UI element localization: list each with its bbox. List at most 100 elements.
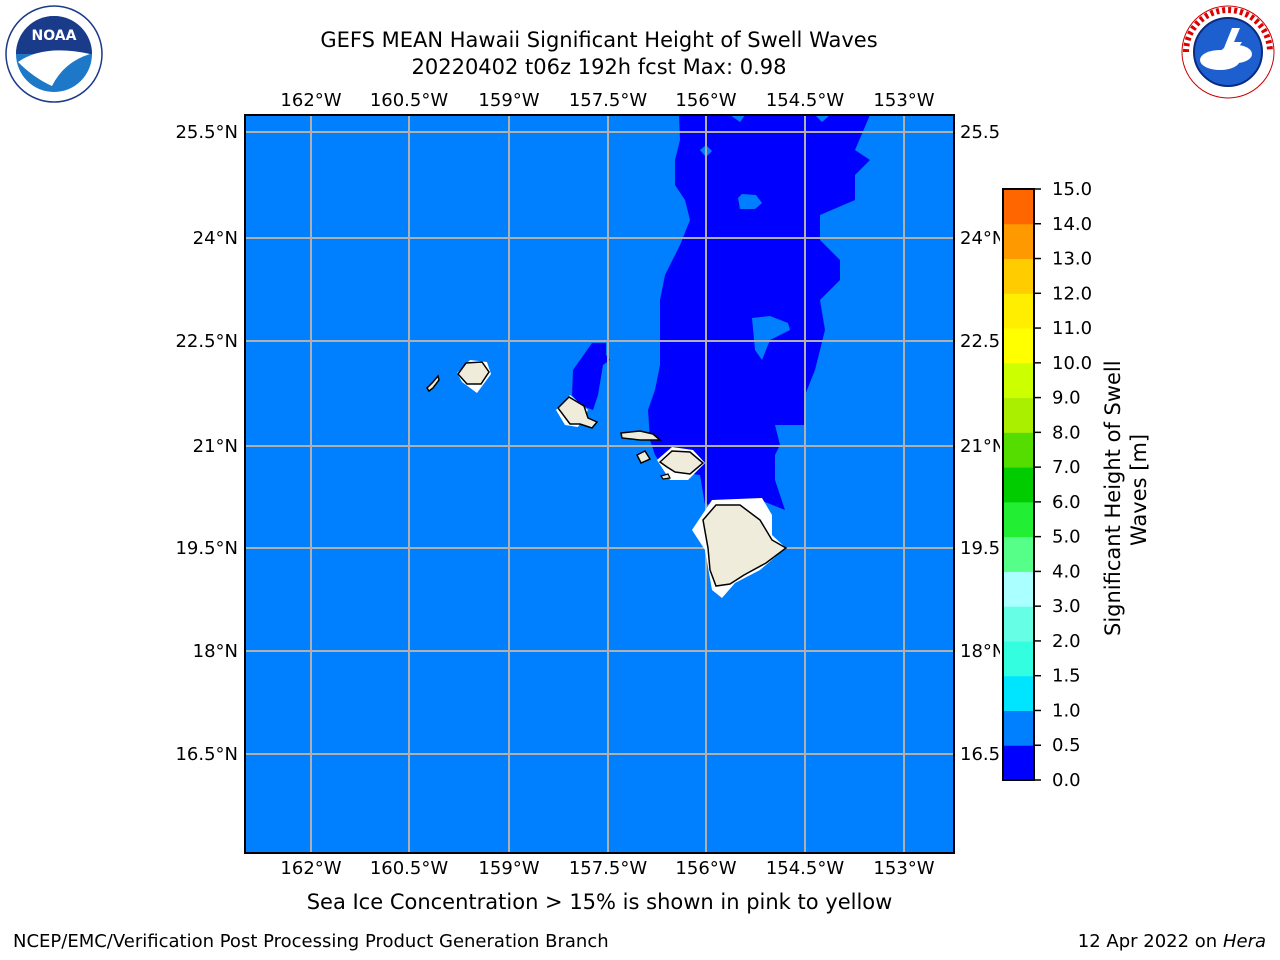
lanai-island <box>635 450 652 464</box>
lon-label-top: 153°W <box>873 90 934 111</box>
colorbar-cell <box>1003 258 1034 294</box>
lat-label-right: 18°N <box>960 641 1000 662</box>
islands <box>426 360 788 598</box>
niihau-island <box>426 374 440 393</box>
colorbar-tick-label: 5.0 <box>1052 527 1081 548</box>
lon-label-bottom: 160.5°W <box>370 858 449 879</box>
footer-date: 12 Apr 2022 on Hera <box>1078 931 1266 952</box>
noaa-logo-text: NOAA <box>32 28 77 44</box>
kahoolawe-island <box>660 473 671 480</box>
colorbar-tick-label: 3.0 <box>1052 596 1081 617</box>
lon-label-bottom: 157.5°W <box>569 858 648 879</box>
colorbar-tick-label: 8.0 <box>1052 422 1081 443</box>
footer-date-text: 12 Apr 2022 on <box>1077 931 1223 952</box>
colorbar-tick-label: 0.5 <box>1052 735 1081 756</box>
lat-label-right: 24°N <box>960 228 1000 249</box>
lon-label-bottom: 154.5°W <box>766 858 845 879</box>
colorbar-tick-label: 4.0 <box>1052 561 1081 582</box>
footer-credit: NCEP/EMC/Verification Post Processing Pr… <box>13 931 609 952</box>
lat-label-right: 16.5°N <box>960 744 1000 765</box>
lon-label-top: 157.5°W <box>569 90 648 111</box>
colorbar-cell <box>1003 189 1034 225</box>
oahu-island <box>557 396 599 429</box>
lat-label-right: 22.5°N <box>960 331 1000 352</box>
kauai-island <box>457 361 490 385</box>
colorbar-tick-label: 12.0 <box>1052 283 1092 304</box>
swell-band-0.5-1.0 <box>245 115 954 853</box>
lon-label-bottom: 156°W <box>675 858 736 879</box>
footer-host: Hera <box>1222 931 1266 952</box>
lat-label-right: 21°N <box>960 436 1000 457</box>
lon-label-bottom: 159°W <box>478 858 539 879</box>
colorbar-tick-label: 13.0 <box>1052 249 1092 270</box>
colorbar-cell <box>1003 571 1034 607</box>
lat-label-right: 19.5°N <box>960 538 1000 559</box>
lat-label-left: 24°N <box>193 228 238 249</box>
colorbar-cells <box>1003 189 1034 781</box>
graticule <box>245 115 954 853</box>
lat-label-left: 22.5°N <box>175 331 238 352</box>
colorbar-tick-label: 1.0 <box>1052 700 1081 721</box>
colorbar: 15.0 14.0 13.0 12.0 11.0 10.0 9.0 8.0 7.0 6.0 5.0 4… <box>1000 180 1180 792</box>
map-frame <box>244 114 955 854</box>
colorbar-ticks: 15.0 14.0 13.0 12.0 11.0 10.0 9.0 8.0 7.0 6.0 5.0 4… <box>1034 180 1092 791</box>
lon-label-bottom: 162°W <box>280 858 341 879</box>
colorbar-cell <box>1003 397 1034 433</box>
molokai-island <box>620 430 663 441</box>
swell-map: 162°W 160.5°W 159°W 157.5°W 156°W 154.5°… <box>175 90 1000 879</box>
colorbar-cell <box>1003 432 1034 468</box>
colorbar-tick-label: 15.0 <box>1052 180 1092 200</box>
colorbar-tick-label: 7.0 <box>1052 457 1081 478</box>
hawaii-island <box>702 504 788 587</box>
colorbar-cell <box>1003 606 1034 642</box>
colorbar-tick-label: 14.0 <box>1052 214 1092 235</box>
colorbar-frame <box>1002 188 1035 781</box>
lon-label-top: 156°W <box>675 90 736 111</box>
lat-label-left: 21°N <box>193 436 238 457</box>
lat-label-right: 25.5°N <box>960 122 1000 143</box>
lon-label-top: 154.5°W <box>766 90 845 111</box>
colorbar-cell <box>1003 710 1034 746</box>
colorbar-cell <box>1003 536 1034 572</box>
colorbar-tick-label: 1.5 <box>1052 666 1081 687</box>
swell-notch-ne <box>815 115 830 122</box>
colorbar-label-line1: Significant Height of Swell <box>1101 360 1125 636</box>
colorbar-tick-label: 0.0 <box>1052 770 1081 791</box>
lon-label-top: 162°W <box>280 90 341 111</box>
maui-island <box>658 450 705 475</box>
colorbar-tick-label: 6.0 <box>1052 492 1081 513</box>
colorbar-cell <box>1003 223 1034 260</box>
colorbar-cell <box>1003 501 1034 538</box>
nws-logo-icon <box>1181 5 1275 99</box>
colorbar-label: Significant Height of Swell Waves [m] <box>1101 360 1151 636</box>
map-title: GEFS MEAN Hawaii Significant Height of S… <box>320 28 878 52</box>
map-field <box>245 115 954 853</box>
lat-label-left: 19.5°N <box>175 538 238 559</box>
lon-label-top: 160.5°W <box>370 90 449 111</box>
colorbar-tick-label: 10.0 <box>1052 353 1092 374</box>
lon-label-bottom: 153°W <box>873 858 934 879</box>
lat-label-left: 25.5°N <box>175 122 238 143</box>
swell-band-0.0-0.5-west <box>572 343 610 410</box>
sea-ice-note: Sea Ice Concentration > 15% is shown in … <box>306 890 893 914</box>
swell-patch-2 <box>738 194 762 209</box>
colorbar-tick-label: 11.0 <box>1052 318 1092 339</box>
colorbar-cell <box>1003 328 1034 364</box>
colorbar-cell <box>1003 640 1034 677</box>
colorbar-cell <box>1003 675 1034 711</box>
colorbar-tick-label: 2.0 <box>1052 631 1081 652</box>
colorbar-label-line2: Waves [m] <box>1127 434 1151 546</box>
lon-label-top: 159°W <box>478 90 539 111</box>
lat-label-left: 18°N <box>193 641 238 662</box>
swell-notch-north <box>730 115 745 122</box>
colorbar-cell <box>1003 293 1034 329</box>
colorbar-cell <box>1003 362 1034 399</box>
noaa-logo-icon: NOAA <box>5 5 103 103</box>
colorbar-tick-label: 9.0 <box>1052 388 1081 409</box>
swell-band-0.0-0.5 <box>648 115 870 510</box>
swell-patch-3 <box>752 316 790 360</box>
colorbar-cell <box>1003 745 1034 781</box>
lat-label-left: 16.5°N <box>175 744 238 765</box>
colorbar-cell <box>1003 467 1034 503</box>
map-subtitle: 20220402 t06z 192h fcst Max: 0.98 <box>411 55 787 79</box>
